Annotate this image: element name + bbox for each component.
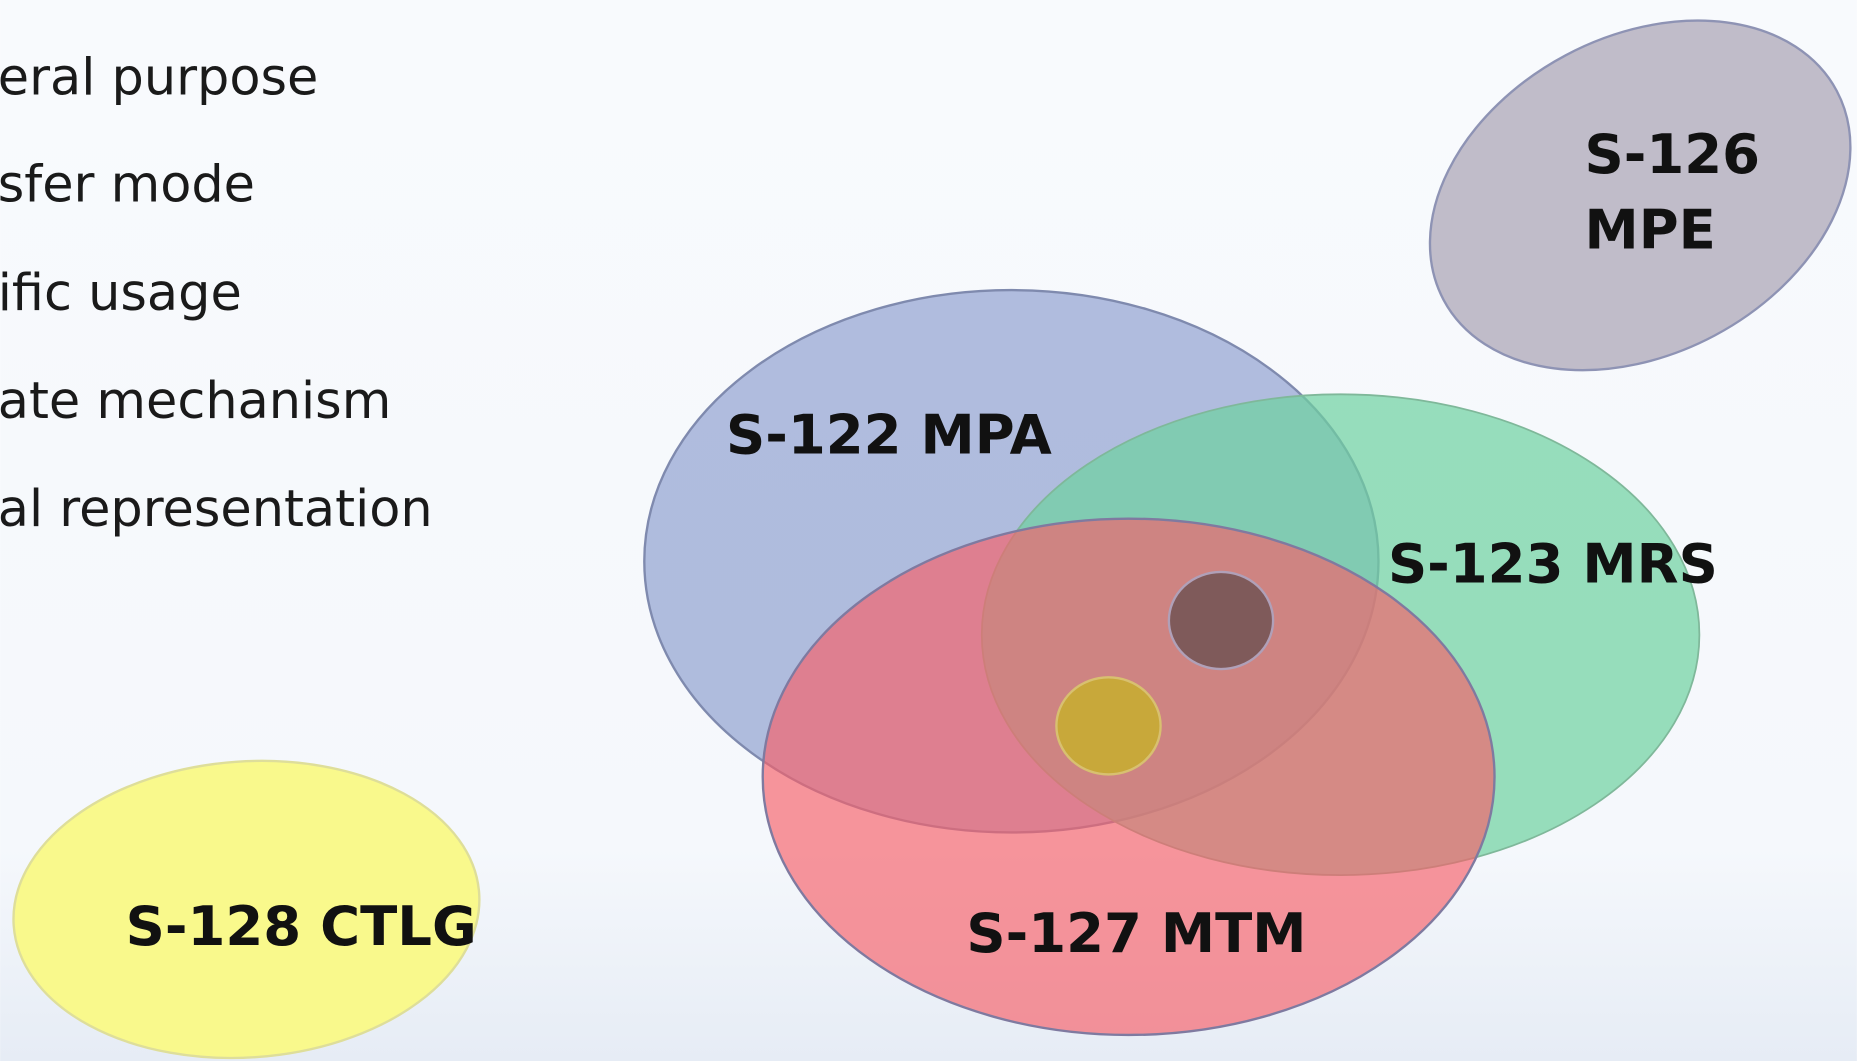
set-s128: [12, 759, 481, 1060]
inner-set: [1167, 570, 1275, 671]
set-label: S-122 MPA: [726, 403, 1052, 467]
set-label: S-123 MRS: [1388, 532, 1718, 596]
bullet-list: eral purpose sfer mode ific usage ate mecha…: [0, 49, 433, 539]
bullet-text: ate mechanism: [0, 372, 391, 431]
set-label: S-127 MTM: [966, 901, 1306, 965]
set-label: S-126: [1585, 122, 1761, 186]
set-s127: [761, 517, 1496, 1037]
bullet-text: eral purpose: [0, 49, 318, 108]
bullet-text: ific usage: [0, 264, 242, 323]
set-label: S-128 CTLG: [126, 894, 477, 958]
bullet-text: sfer mode: [0, 155, 255, 214]
set-s126: [1428, 19, 1852, 372]
set-label: MPE: [1585, 198, 1716, 262]
bullet-text: al representation: [0, 480, 433, 539]
inner-set: [1055, 676, 1162, 776]
